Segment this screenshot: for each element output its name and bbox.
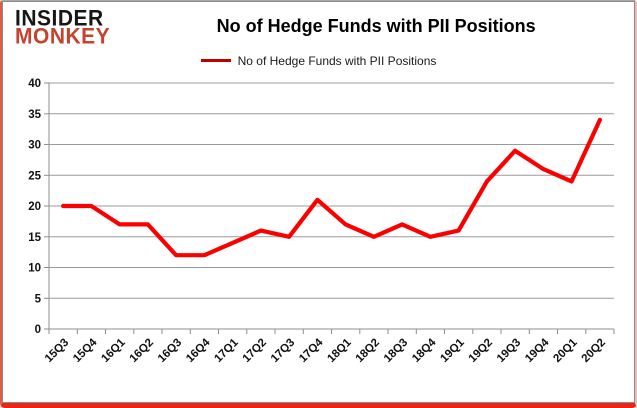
insider-monkey-logo: INSIDER MONKEY bbox=[15, 6, 111, 50]
x-tick-label: 19Q2 bbox=[467, 337, 495, 365]
x-tick-label: 19Q1 bbox=[438, 336, 467, 365]
y-tick-label: 10 bbox=[28, 262, 41, 274]
header: INSIDER MONKEY No of Hedge Funds with PI… bbox=[9, 6, 628, 50]
x-tick-label: 17Q1 bbox=[212, 336, 241, 365]
x-tick-label: 18Q2 bbox=[354, 337, 382, 365]
x-tick-label: 15Q4 bbox=[71, 336, 100, 365]
chart-title: No of Hedge Funds with PII Positions bbox=[216, 16, 536, 36]
logo-line-monkey: MONKEY bbox=[15, 24, 111, 50]
x-tick-label: 16Q1 bbox=[99, 336, 128, 365]
legend-line-swatch bbox=[200, 59, 231, 63]
x-tick-label: 16Q4 bbox=[184, 336, 213, 365]
x-tick-label: 17Q4 bbox=[297, 336, 326, 365]
x-tick-label: 20Q2 bbox=[580, 337, 608, 365]
legend: No of Hedge Funds with PII Positions bbox=[9, 54, 628, 68]
x-tick-label: 20Q1 bbox=[551, 336, 580, 365]
y-tick-label: 15 bbox=[28, 232, 41, 244]
x-tick-label: 19Q4 bbox=[523, 336, 552, 365]
y-tick-label: 0 bbox=[35, 324, 41, 336]
x-tick-label: 18Q4 bbox=[410, 336, 439, 365]
x-tick-label: 18Q3 bbox=[382, 337, 410, 365]
y-tick-label: 20 bbox=[28, 201, 41, 213]
y-tick-label: 30 bbox=[28, 139, 41, 151]
x-tick-label: 18Q1 bbox=[325, 336, 354, 365]
chart-panel: INSIDER MONKEY No of Hedge Funds with PI… bbox=[2, 1, 635, 403]
y-tick-label: 25 bbox=[28, 170, 41, 182]
y-tick-label: 35 bbox=[28, 109, 41, 121]
logo-line-insider: INSIDER bbox=[15, 6, 104, 31]
x-tick-label: 19Q3 bbox=[495, 337, 523, 365]
y-tick-label: 40 bbox=[28, 78, 41, 90]
legend-label: No of Hedge Funds with PII Positions bbox=[237, 53, 437, 68]
line-chart: 0 5 10 15 20 25 30 35 40 15Q3 15Q4 16Q1 16Q2 16Q3 16Q4… bbox=[28, 78, 615, 365]
y-tick-label: 5 bbox=[35, 293, 42, 305]
x-tick-label: 16Q2 bbox=[128, 337, 156, 365]
x-tick-label: 17Q3 bbox=[269, 337, 297, 365]
data-line bbox=[60, 117, 603, 258]
x-tick-label: 16Q3 bbox=[156, 337, 184, 365]
x-tick-label: 17Q2 bbox=[241, 337, 269, 365]
x-tick-label: 15Q3 bbox=[43, 337, 71, 365]
